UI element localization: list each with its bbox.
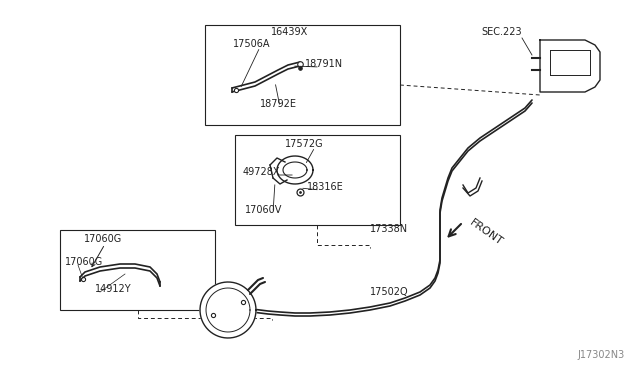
Polygon shape [540, 40, 600, 92]
Text: 17060G: 17060G [65, 257, 103, 267]
Text: 14912Y: 14912Y [95, 284, 132, 294]
Text: 17506A: 17506A [233, 39, 271, 49]
Text: 17502Q: 17502Q [370, 287, 408, 297]
Text: 17060V: 17060V [245, 205, 282, 215]
Text: 17572G: 17572G [285, 139, 324, 149]
Text: 17060G: 17060G [84, 234, 122, 244]
Polygon shape [200, 282, 256, 338]
Text: 18316E: 18316E [307, 182, 344, 192]
Text: SEC.223: SEC.223 [481, 27, 522, 37]
Text: 16439X: 16439X [271, 27, 308, 37]
Text: 17338N: 17338N [370, 224, 408, 234]
Text: 18791N: 18791N [305, 59, 343, 69]
Text: J17302N3: J17302N3 [578, 350, 625, 360]
Text: 18792E: 18792E [260, 99, 297, 109]
Text: 49728X: 49728X [243, 167, 280, 177]
Text: FRONT: FRONT [468, 217, 505, 247]
